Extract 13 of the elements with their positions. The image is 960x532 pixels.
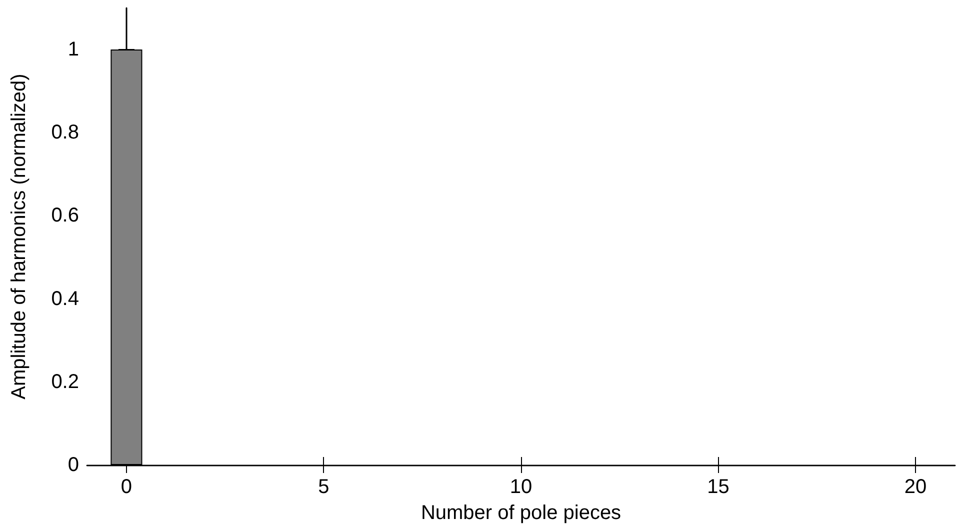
x-tick-label: 10 [510, 476, 532, 498]
x-tick-label: 15 [707, 476, 730, 498]
x-axis-title: Number of pole pieces [420, 502, 622, 524]
y-axis-title: Amplitude of harmonics (normalized) [8, 74, 30, 400]
x-tick-label: 20 [904, 476, 927, 498]
y-tick-label: 0 [68, 454, 79, 476]
y-tick-label: 0.4 [51, 288, 79, 310]
y-tick-label: 0.2 [51, 370, 79, 393]
x-tick-label: 0 [120, 476, 132, 498]
y-tick-label: 0.6 [51, 204, 79, 227]
y-tick-label: 1 [68, 38, 79, 61]
x-tick-label: 5 [318, 476, 330, 498]
y-tick-label: 0.8 [51, 122, 79, 144]
